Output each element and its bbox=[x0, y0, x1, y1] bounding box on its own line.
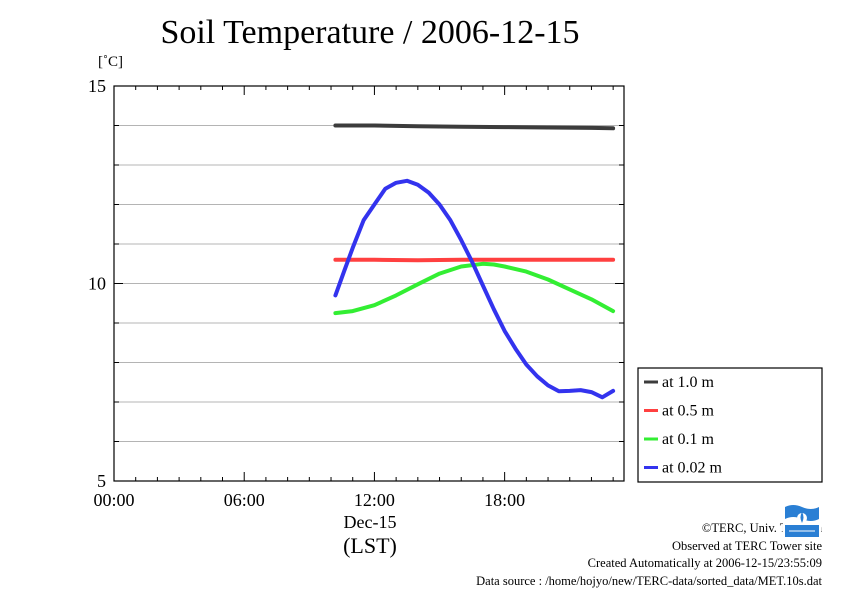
legend-label: at 0.02 m bbox=[662, 460, 723, 477]
y-tick-label: 15 bbox=[88, 76, 106, 96]
footer-credits: ©TERC, Univ. Tsukuba Observed at TERC To… bbox=[476, 520, 822, 590]
y-tick-label: 5 bbox=[97, 471, 106, 491]
y-tick-label: 10 bbox=[88, 274, 106, 294]
observed-text: Observed at TERC Tower site bbox=[671, 538, 822, 553]
legend-label: at 1.0 m bbox=[662, 374, 715, 391]
legend-box bbox=[637, 367, 823, 483]
series-line-at-0-1-m bbox=[333, 261, 616, 316]
data-source-text: Data source : /home/hojyo/new/TERC-data/… bbox=[476, 573, 822, 588]
x-axis-date-label: Dec-15 bbox=[343, 512, 397, 532]
copyright-text: ©TERC, Univ. Tsukuba bbox=[701, 521, 822, 535]
legend-label: at 0.5 m bbox=[662, 403, 715, 420]
x-tick-label: 12:00 bbox=[354, 490, 395, 510]
y-axis-unit-label: [˚C] bbox=[98, 54, 123, 70]
x-tick-label: 00:00 bbox=[93, 490, 134, 510]
x-tick-label: 18:00 bbox=[484, 490, 525, 510]
series-line-at-1-0-m bbox=[333, 123, 616, 131]
chart-title: Soil Temperature / 2006-12-15 bbox=[160, 14, 580, 51]
x-axis-title: (LST) bbox=[343, 533, 397, 558]
legend-label: at 0.1 m bbox=[662, 431, 715, 448]
x-tick-label: 06:00 bbox=[224, 490, 265, 510]
series-line-at-0-02-m bbox=[333, 178, 616, 400]
created-text: Created Automatically at 2006-12-15/23:5… bbox=[587, 556, 822, 570]
terc-logo-icon bbox=[783, 503, 821, 539]
